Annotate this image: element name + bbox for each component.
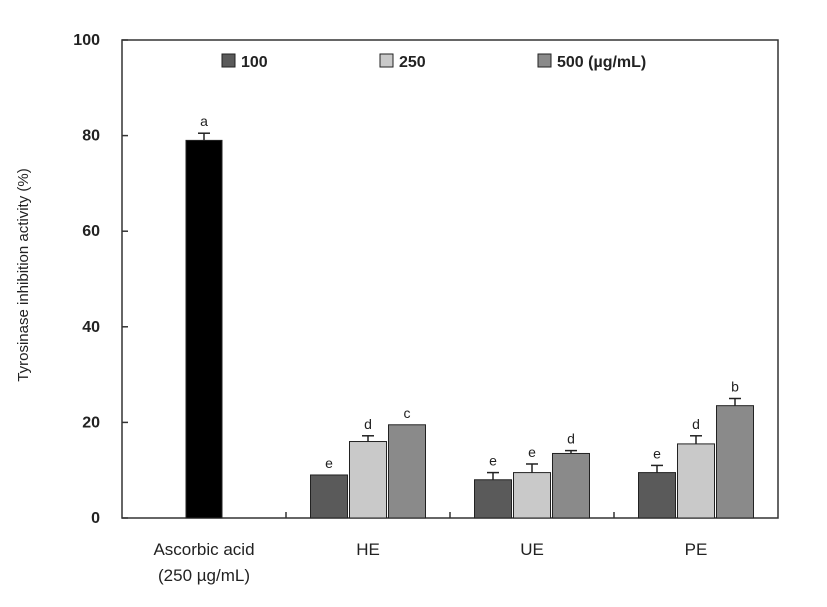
bar-500 (716, 405, 754, 519)
bar-100 (310, 474, 348, 519)
bar-250 (513, 472, 551, 519)
significance-letter: d (364, 416, 372, 432)
significance-letter: e (528, 444, 536, 460)
bars: a e d c e e d e d b (185, 113, 754, 519)
x-tick-label: Ascorbic acid (153, 540, 254, 559)
significance-letter: d (692, 416, 700, 432)
significance-letter: e (325, 455, 333, 471)
y-tick-label: 0 (91, 510, 100, 527)
legend-swatch (537, 53, 552, 68)
y-tick-label: 80 (82, 128, 100, 145)
bar-100 (474, 479, 512, 519)
y-tick-label: 20 (82, 414, 100, 431)
x-tick-sublabel: (250 µg/mL) (158, 566, 250, 585)
y-tick-label: 60 (82, 223, 100, 240)
legend-label: 250 (399, 54, 426, 71)
y-tick-label: 40 (82, 319, 100, 336)
bar-100 (638, 472, 676, 519)
bar-250 (349, 441, 387, 519)
significance-letter: e (653, 445, 661, 461)
y-tick-label: 100 (73, 32, 100, 49)
significance-letter: e (489, 453, 497, 469)
y-axis-label: Tyrosinase inhibition activity (%) (15, 168, 32, 381)
significance-letter: b (731, 379, 739, 395)
bar-250 (677, 443, 715, 519)
significance-letter: c (404, 405, 411, 421)
x-tick-label: HE (356, 540, 380, 559)
legend-swatch (221, 53, 236, 68)
legend-label: 500 (µg/mL) (557, 54, 646, 71)
legend: 100 250 500 (µg/mL) (221, 53, 646, 71)
reference-bar (185, 139, 223, 519)
x-tick-label: PE (685, 540, 708, 559)
significance-letter: d (567, 431, 575, 447)
legend-swatch (379, 53, 394, 68)
significance-letter: a (200, 113, 208, 129)
legend-label: 100 (241, 54, 268, 71)
x-tick-label: UE (520, 540, 544, 559)
bar-500 (388, 424, 426, 519)
bar-500 (552, 452, 590, 519)
axes: 0 20 40 60 80 100 Ascorbic acid (250 µg/mL) HE UE… (73, 32, 779, 585)
